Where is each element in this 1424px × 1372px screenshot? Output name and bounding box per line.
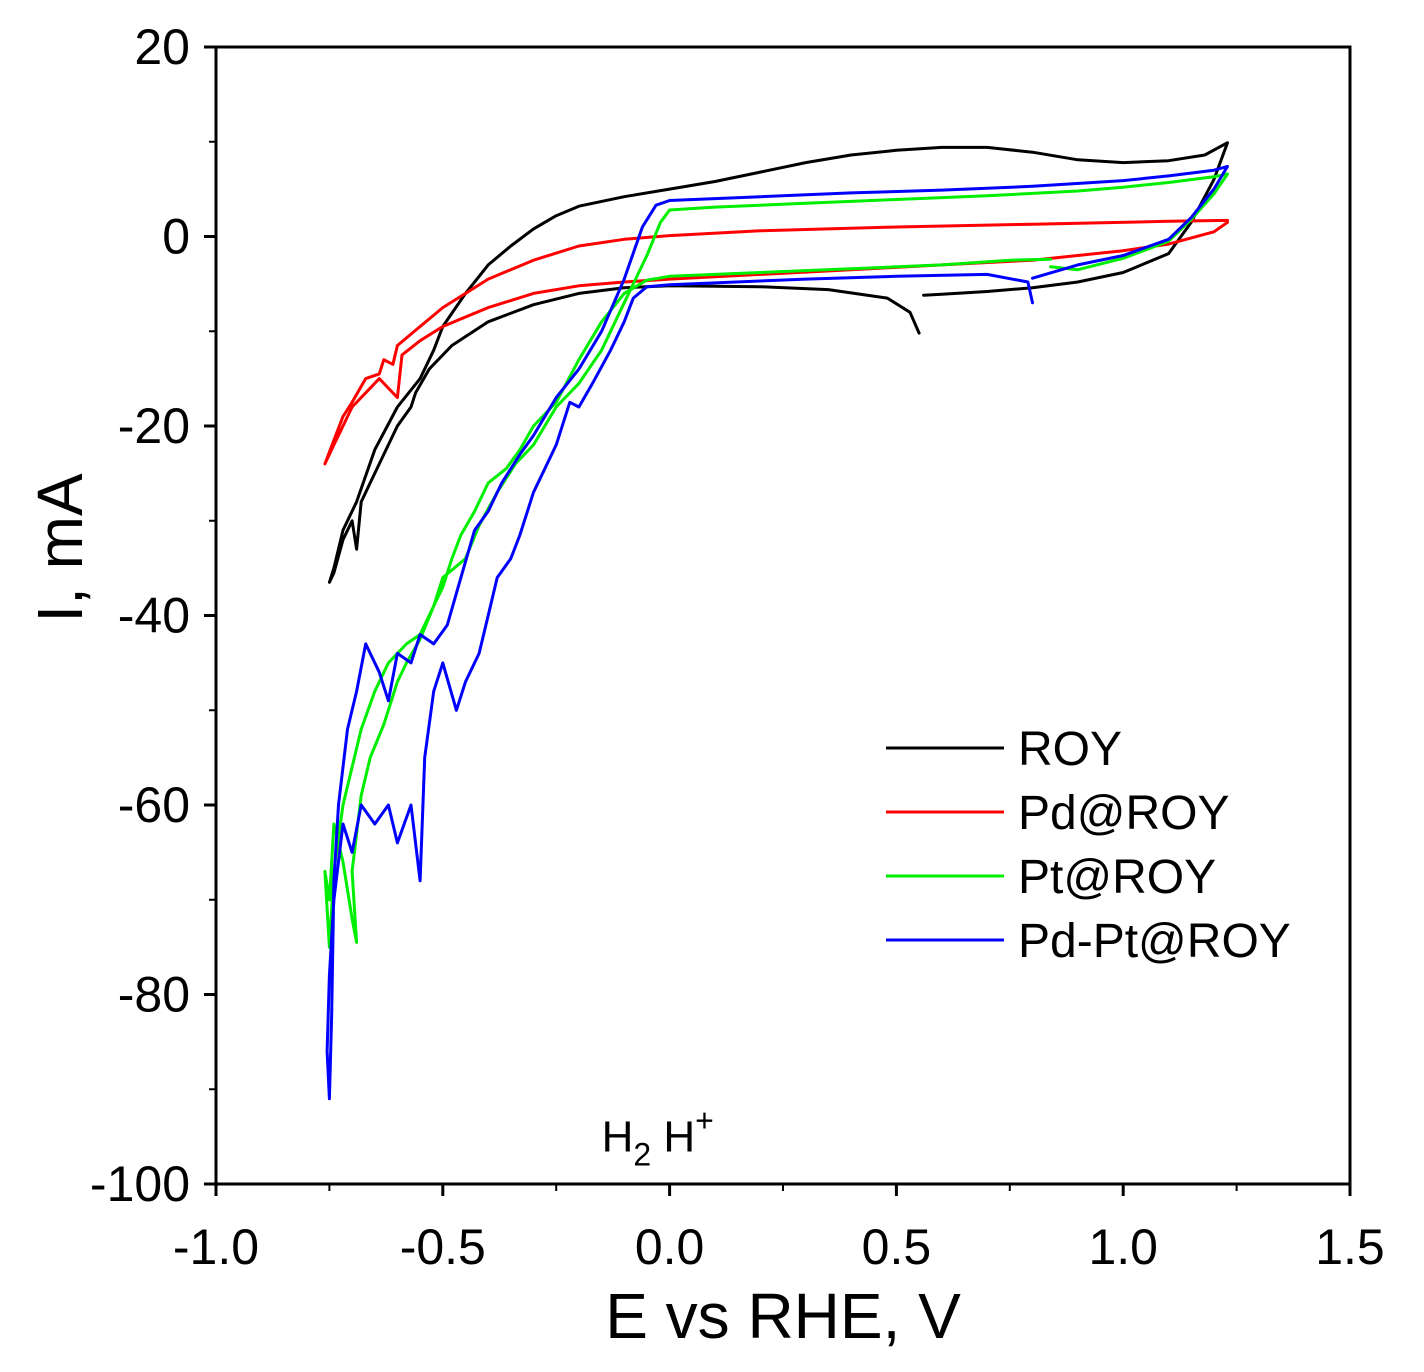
plot-frame bbox=[214, 45, 1352, 1186]
legend-label: Pt@ROY bbox=[1018, 851, 1216, 904]
legend-label: ROY bbox=[1018, 723, 1122, 776]
legend-label: Pd@ROY bbox=[1018, 787, 1229, 840]
x-axis-title: E vs RHE, V bbox=[605, 1280, 961, 1352]
x-tick-label: 0.5 bbox=[862, 1219, 932, 1275]
annotation-main: H bbox=[602, 1112, 634, 1161]
y-tick-label: -40 bbox=[118, 588, 190, 644]
y-tick-label: 0 bbox=[162, 209, 190, 265]
series-layer bbox=[323, 141, 1229, 1101]
annotation-mid: H bbox=[651, 1112, 695, 1161]
x-tick-label: 0.0 bbox=[635, 1219, 705, 1275]
x-tick-label: -0.5 bbox=[400, 1219, 486, 1275]
x-tick-label: -1.0 bbox=[173, 1219, 259, 1275]
series-line-roy bbox=[327, 141, 1229, 584]
h2-annotation: H2 H+ bbox=[602, 1102, 714, 1172]
series-line-pd-roy bbox=[323, 218, 1229, 466]
y-tick-label: 20 bbox=[134, 19, 190, 75]
axes-layer: -1.0 -0.5 0.0 0.5 1.0 1.5 20 0 -20 -40 -60 -80 -100 bbox=[90, 19, 1385, 1275]
x-tick-label: 1.0 bbox=[1088, 1219, 1158, 1275]
series-line-pt-roy bbox=[323, 172, 1229, 949]
legend: ROY Pd@ROY Pt@ROY Pd-Pt@ROY bbox=[886, 723, 1291, 968]
legend-label: Pd-Pt@ROY bbox=[1018, 915, 1291, 968]
y-tick-label: -60 bbox=[118, 777, 190, 833]
y-axis-title: I, mA bbox=[24, 473, 96, 623]
series-line-pd-pt-roy bbox=[325, 164, 1229, 1101]
y-tick-label: -20 bbox=[118, 398, 190, 454]
x-tick-label: 1.5 bbox=[1315, 1219, 1385, 1275]
annotation-superscript: + bbox=[695, 1102, 714, 1138]
y-tick-label: -100 bbox=[90, 1156, 190, 1212]
annotation-subscript: 2 bbox=[633, 1136, 651, 1172]
y-tick-label: -80 bbox=[118, 967, 190, 1023]
